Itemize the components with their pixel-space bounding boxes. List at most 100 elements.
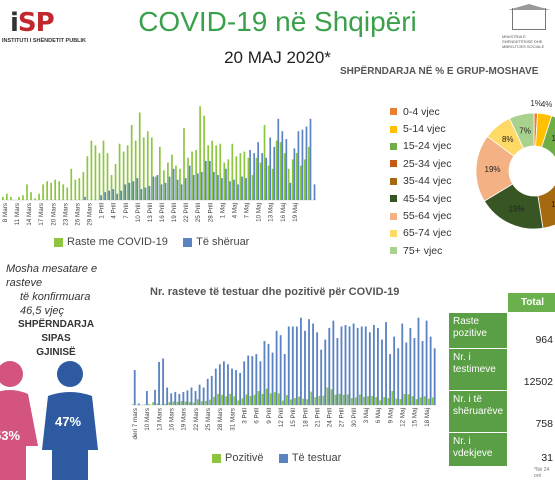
bar-recovered bbox=[156, 175, 159, 200]
gender-title-line2: GJINISË bbox=[36, 347, 76, 358]
x-tick-label: 18 Prill bbox=[302, 408, 309, 427]
bar-positive bbox=[322, 395, 325, 405]
bar-positive bbox=[148, 404, 151, 405]
bar-tested bbox=[251, 356, 254, 405]
bar-recovered bbox=[285, 139, 288, 200]
bar-cases bbox=[195, 150, 197, 200]
bar-recovered bbox=[196, 173, 199, 200]
bar-positive bbox=[302, 398, 305, 405]
bar-positive bbox=[188, 402, 191, 405]
bar-cases bbox=[207, 145, 209, 200]
bar-positive bbox=[363, 396, 365, 405]
bar-positive bbox=[132, 404, 134, 405]
bar-recovered bbox=[84, 196, 86, 200]
bar-positive bbox=[367, 396, 369, 405]
bar-cases bbox=[142, 137, 145, 200]
bar-positive bbox=[298, 396, 301, 405]
bar-cases bbox=[22, 195, 24, 200]
bar-recovered bbox=[116, 193, 119, 200]
bar-tested bbox=[243, 361, 246, 405]
bar-tested bbox=[275, 330, 278, 405]
average-age-line2: të konfirmuara 46,5 vjeç bbox=[20, 291, 91, 317]
bar-recovered bbox=[309, 118, 312, 200]
bar-cases bbox=[6, 193, 8, 200]
x-tick-label: 25 Mars bbox=[205, 408, 212, 431]
bar-tested bbox=[312, 323, 314, 405]
x-tick-label: 12 Maj bbox=[400, 408, 407, 427]
bar-cases bbox=[175, 165, 177, 200]
x-tick-label: 19 Mars bbox=[181, 408, 188, 431]
bar-cases bbox=[34, 198, 36, 200]
x-tick-label: 10 Prill bbox=[135, 203, 142, 222]
bar-positive bbox=[269, 393, 272, 405]
bar-tested bbox=[393, 336, 396, 405]
row-value: 31 bbox=[507, 432, 555, 467]
bar-recovered bbox=[249, 150, 251, 200]
bar-tested bbox=[239, 373, 242, 405]
bar-cases bbox=[191, 151, 193, 200]
bar-recovered bbox=[265, 157, 268, 200]
bar-tested bbox=[182, 391, 185, 405]
bar-positive bbox=[217, 393, 219, 405]
bar-recovered bbox=[221, 178, 223, 200]
bar-positive bbox=[225, 396, 228, 405]
age-legend-swatch bbox=[390, 229, 397, 237]
bar-positive bbox=[387, 398, 390, 405]
bar-recovered bbox=[100, 195, 102, 200]
bar-recovered bbox=[148, 185, 151, 200]
x-tick-label: 16 Maj bbox=[280, 203, 287, 222]
bar-cases bbox=[94, 145, 97, 200]
bar-positive bbox=[281, 400, 284, 405]
bar-cases bbox=[126, 145, 129, 200]
donut-data-label: 7% bbox=[519, 126, 531, 135]
bar-positive bbox=[330, 389, 333, 405]
bar-tested bbox=[433, 348, 436, 405]
x-tick-label: 19 Maj bbox=[292, 203, 299, 222]
x-tick-label: 22 Mars bbox=[193, 408, 200, 431]
bar-tested bbox=[417, 317, 420, 405]
bar-cases bbox=[295, 153, 298, 200]
bar-recovered bbox=[144, 187, 147, 200]
bar-cases bbox=[66, 187, 69, 200]
bar-cases bbox=[118, 143, 121, 200]
bar-cases bbox=[46, 181, 48, 200]
bar-positive bbox=[415, 399, 418, 405]
daily-chart-legend: Raste me COVID-19 Të shëruar bbox=[54, 236, 249, 248]
x-tick-label: 6 Prill bbox=[254, 408, 261, 424]
x-tick-label: 24 Prill bbox=[327, 408, 334, 427]
bar-cases bbox=[159, 146, 161, 200]
bar-positive bbox=[209, 399, 211, 405]
x-tick-label: 22 Prill bbox=[183, 203, 190, 222]
x-tick-label: 31 Mars bbox=[229, 408, 236, 431]
bar-tested bbox=[190, 387, 193, 405]
bar-positive bbox=[423, 396, 426, 405]
bar-tested bbox=[425, 320, 428, 405]
bar-tested bbox=[372, 325, 375, 405]
x-tick-label: 18 Maj bbox=[424, 408, 431, 427]
age-legend-swatch bbox=[390, 142, 397, 150]
bar-positive bbox=[196, 399, 199, 405]
bar-positive bbox=[172, 401, 175, 405]
bar-cases bbox=[58, 181, 61, 200]
bar-cases bbox=[183, 128, 185, 200]
bar-positive bbox=[306, 399, 309, 405]
x-tick-label: deri 7 mars bbox=[132, 408, 139, 440]
x-tick-label: 7 Maj bbox=[244, 203, 251, 218]
bar-positive bbox=[176, 401, 179, 405]
legend-swatch-recovered bbox=[183, 237, 193, 247]
isp-logo: iSP INSTITUTI I SHËNDETIT PUBLIK bbox=[2, 6, 116, 50]
bar-cases bbox=[163, 170, 165, 200]
bar-positive bbox=[383, 397, 386, 405]
bar-recovered bbox=[112, 189, 115, 200]
bar-cases bbox=[251, 175, 254, 200]
bar-tested bbox=[210, 375, 213, 405]
bar-positive bbox=[249, 395, 252, 405]
bar-positive bbox=[192, 402, 195, 405]
tests-chart-legend: Pozitivë Të testuar bbox=[212, 452, 341, 464]
bar-cases bbox=[26, 184, 28, 200]
donut-data-label: 16% bbox=[551, 200, 555, 209]
x-tick-label: 19 Prill bbox=[171, 203, 178, 222]
row-label: Nr. i testimeve bbox=[447, 348, 509, 391]
donut-slice bbox=[509, 112, 535, 149]
bar-recovered bbox=[281, 131, 284, 200]
